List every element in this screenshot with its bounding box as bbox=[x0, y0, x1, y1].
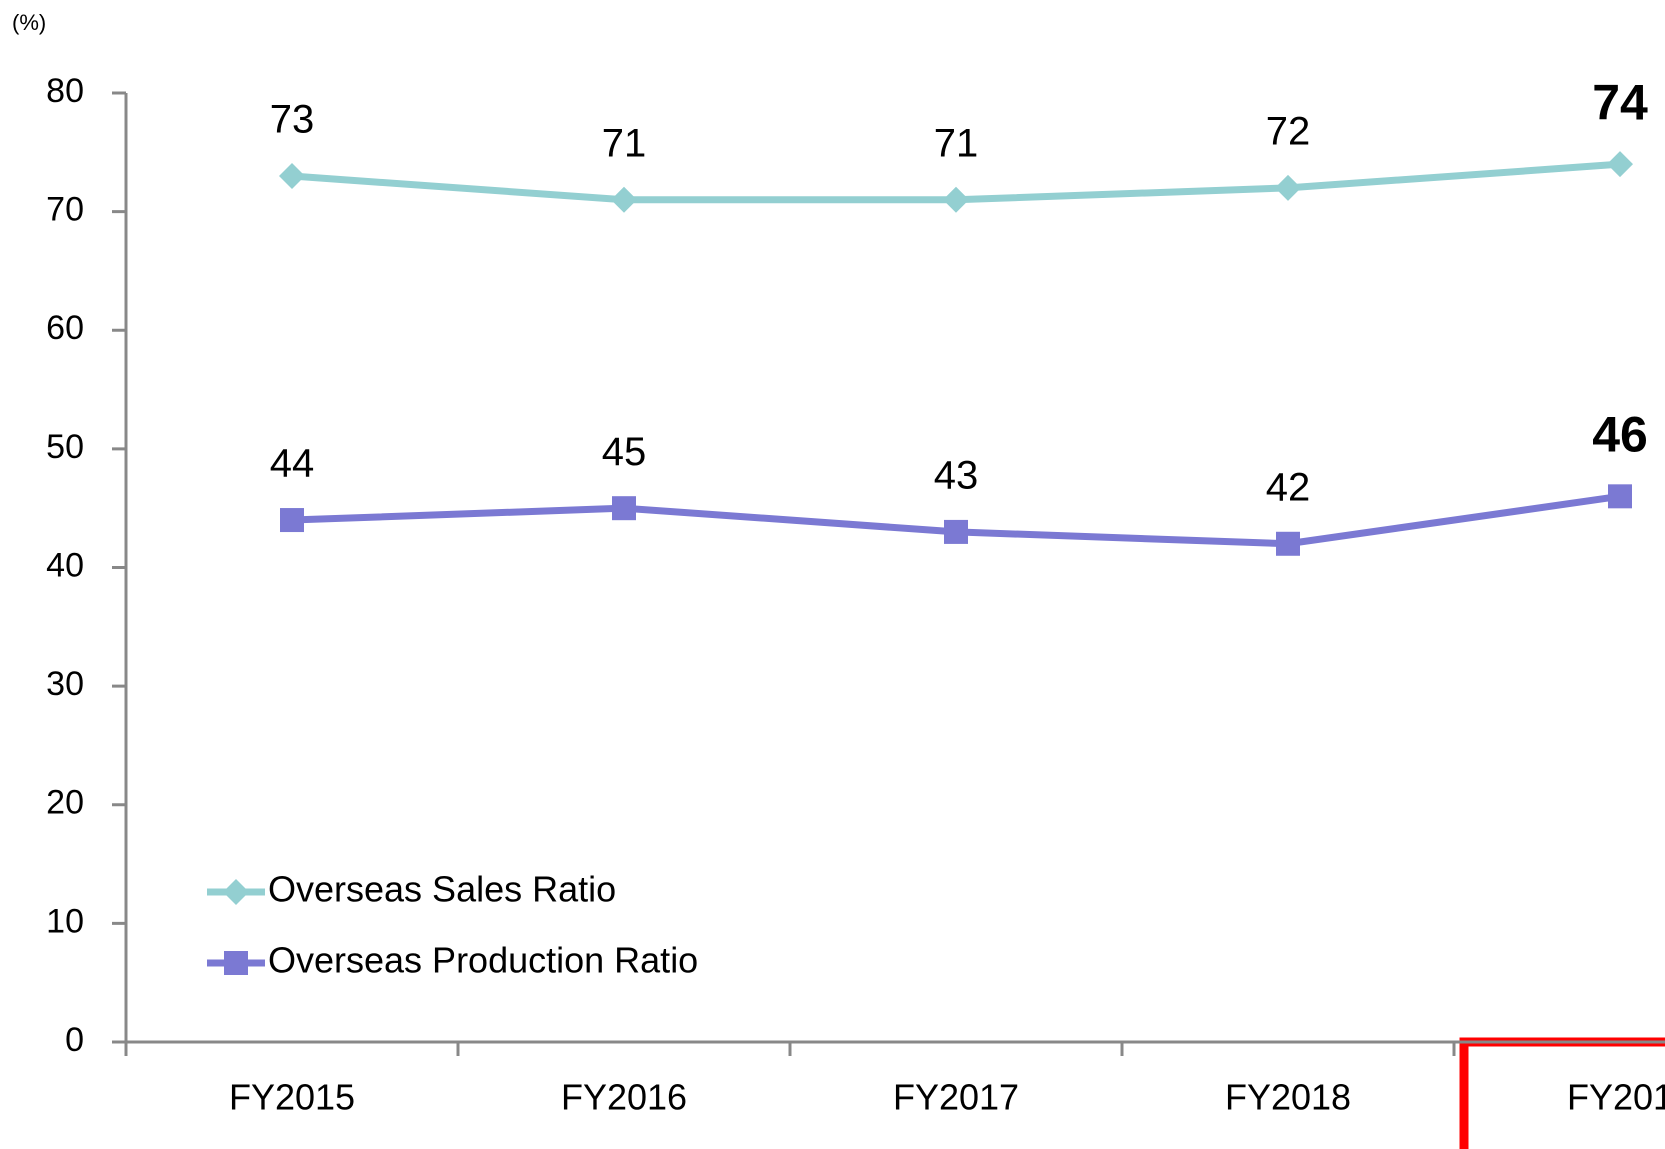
legend-marker bbox=[224, 951, 248, 975]
x-tick-label: FY2018 bbox=[1225, 1077, 1351, 1118]
data-label: 73 bbox=[270, 98, 315, 142]
data-point bbox=[1275, 174, 1301, 201]
data-label: 72 bbox=[1266, 109, 1311, 153]
data-point bbox=[279, 163, 305, 190]
data-label: 46 bbox=[1592, 407, 1648, 463]
y-tick-label: 10 bbox=[46, 902, 84, 940]
data-label: 71 bbox=[602, 121, 647, 165]
x-tick-label: FY2015 bbox=[229, 1077, 355, 1118]
legend-label: Overseas Production Ratio bbox=[268, 940, 698, 981]
data-point bbox=[1607, 151, 1633, 178]
unit-label: (%) bbox=[12, 10, 46, 35]
y-tick-label: 20 bbox=[46, 784, 84, 822]
y-tick-label: 30 bbox=[46, 665, 84, 703]
data-label: 42 bbox=[1266, 465, 1311, 509]
data-point bbox=[611, 186, 637, 213]
data-point bbox=[612, 496, 636, 521]
y-tick-label: 60 bbox=[46, 309, 84, 347]
x-tick-label: FY201 bbox=[1567, 1077, 1665, 1118]
y-tick-label: 0 bbox=[65, 1021, 84, 1059]
data-label: 71 bbox=[934, 121, 979, 165]
data-point bbox=[943, 186, 969, 213]
data-point bbox=[280, 508, 304, 533]
data-label: 45 bbox=[602, 430, 647, 474]
y-tick-label: 40 bbox=[46, 546, 84, 584]
data-point bbox=[944, 519, 968, 544]
legend-label: Overseas Sales Ratio bbox=[268, 869, 616, 910]
y-tick-label: 50 bbox=[46, 428, 84, 466]
y-tick-label: 80 bbox=[46, 72, 84, 110]
data-label: 43 bbox=[934, 453, 979, 497]
data-label: 44 bbox=[270, 442, 315, 486]
x-tick-label: FY2016 bbox=[561, 1077, 687, 1118]
y-tick-label: 70 bbox=[46, 191, 84, 229]
data-point bbox=[1276, 531, 1300, 556]
data-label: 74 bbox=[1592, 74, 1648, 130]
data-point bbox=[1608, 484, 1632, 509]
legend-marker bbox=[223, 879, 249, 905]
x-tick-label: FY2017 bbox=[893, 1077, 1019, 1118]
